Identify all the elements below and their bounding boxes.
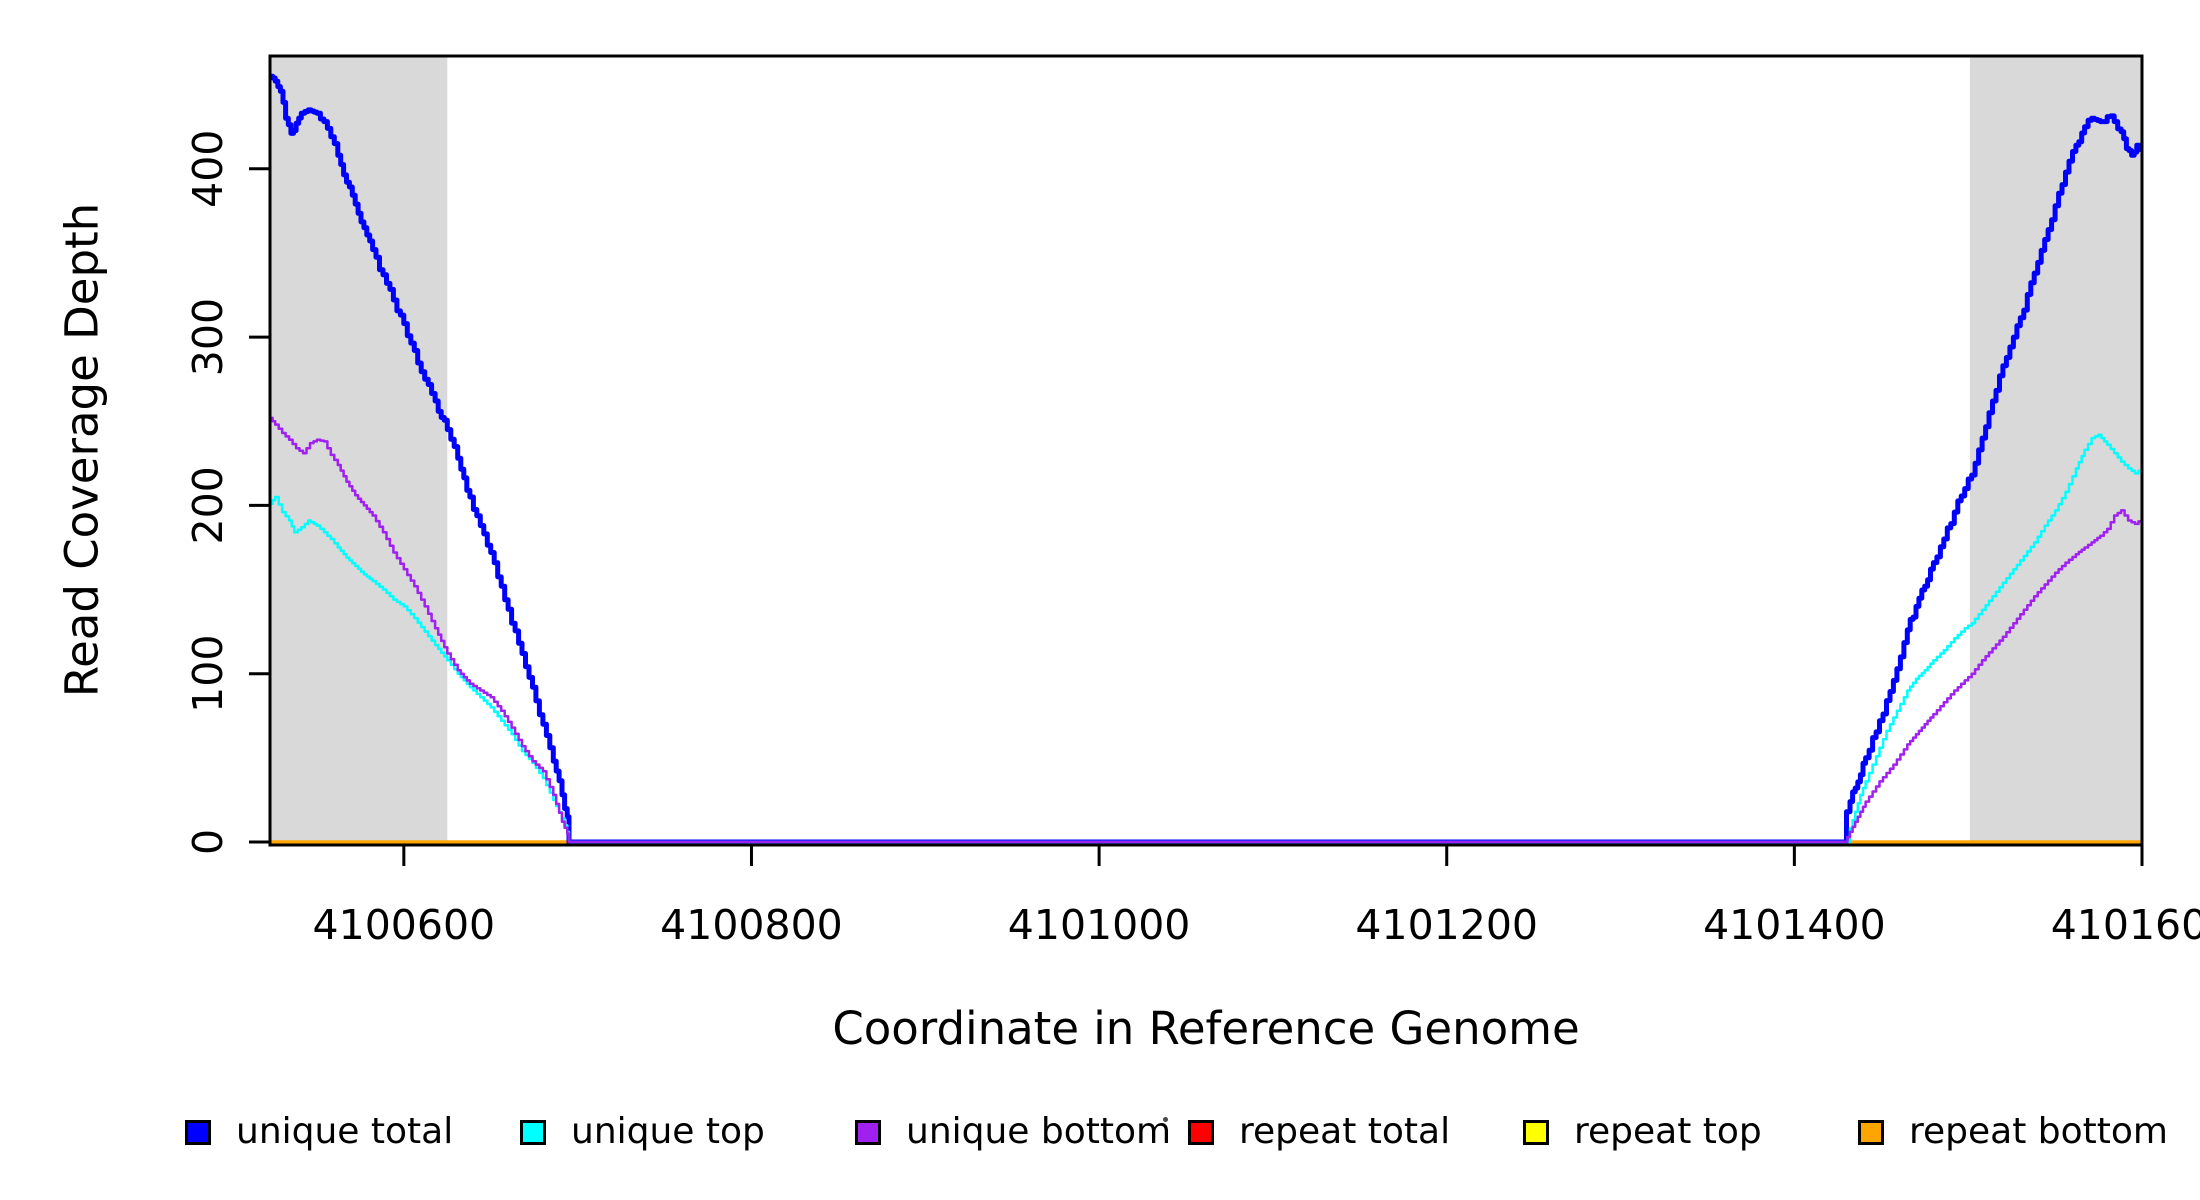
panel-border — [268, 54, 2144, 847]
y-tick-label: 300 — [184, 298, 232, 376]
legend-label: unique top — [571, 1111, 765, 1152]
series-line-unique-total — [270, 73, 2142, 845]
y-tick-label: 0 — [184, 829, 232, 855]
unique-bottom-swatch-icon — [855, 1119, 881, 1145]
repeat-bottom-swatch-icon — [1858, 1119, 1884, 1145]
x-tick-label: 4101000 — [1008, 901, 1191, 949]
legend-label: repeat total — [1239, 1111, 1451, 1152]
series-group — [270, 73, 2142, 845]
legend-label: repeat bottom — [1909, 1111, 2168, 1152]
y-axis-title: Read Coverage Depth — [55, 202, 109, 698]
legend-item-unique-total: unique total — [185, 1114, 453, 1150]
shaded-band-left — [270, 56, 448, 845]
x-tick-label: 4101200 — [1355, 901, 1538, 949]
legend-item-repeat-total: repeat total — [1188, 1114, 1450, 1150]
y-tick-label: 400 — [184, 130, 232, 208]
unique-total-swatch-icon — [185, 1119, 211, 1145]
y-tick-label: 200 — [184, 466, 232, 544]
x-tick-label: 4100600 — [313, 901, 496, 949]
unique-top-swatch-icon — [520, 1119, 546, 1145]
stray-dot — [1163, 1117, 1168, 1122]
y-tick-label: 100 — [184, 635, 232, 713]
legend-item-unique-bottom: unique bottom — [855, 1114, 1171, 1150]
repeat-total-swatch-icon — [1188, 1119, 1214, 1145]
x-tick-label: 4100800 — [660, 901, 843, 949]
legend-item-unique-top: unique top — [520, 1114, 765, 1150]
legend-label: unique bottom — [906, 1111, 1172, 1152]
shaded-band-right — [1969, 56, 2142, 845]
x-axis-title: Coordinate in Reference Genome — [832, 1002, 1580, 1055]
legend-label: repeat top — [1574, 1111, 1762, 1152]
legend-label: unique total — [236, 1111, 454, 1152]
legend-item-repeat-bottom: repeat bottom — [1858, 1114, 2168, 1150]
legend-item-repeat-top: repeat top — [1523, 1114, 1762, 1150]
x-tick-label: 4101400 — [1703, 901, 1886, 949]
repeat-top-swatch-icon — [1523, 1119, 1549, 1145]
series-line-unique-bottom — [270, 416, 2142, 844]
